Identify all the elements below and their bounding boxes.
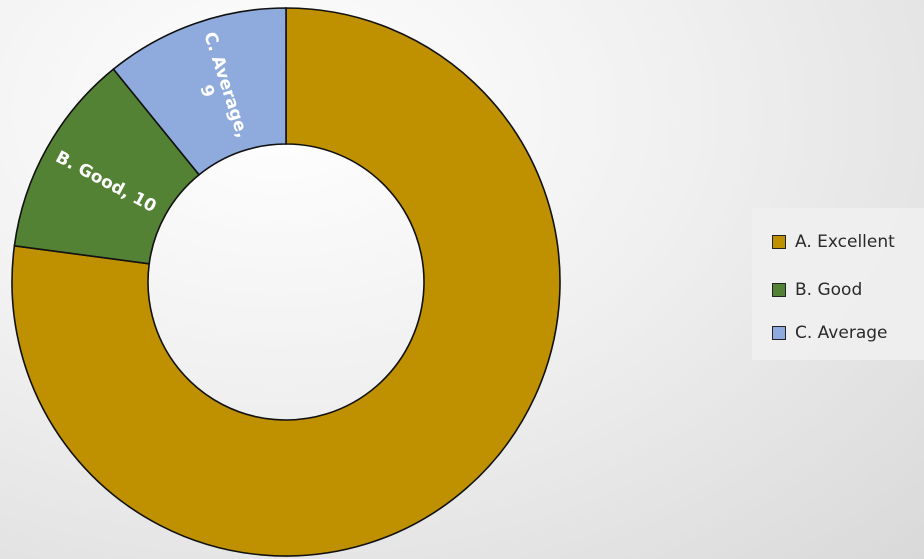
legend-swatch-good bbox=[772, 283, 786, 297]
legend-swatch-average bbox=[772, 326, 786, 340]
legend-item-good: B. Good bbox=[752, 278, 862, 302]
chart-legend: A. Excellent B. Good C. Average bbox=[752, 208, 924, 360]
legend-label-average: C. Average bbox=[795, 323, 888, 343]
slice-excellent bbox=[11, 7, 561, 557]
legend-item-average: C. Average bbox=[752, 321, 888, 345]
legend-swatch-excellent bbox=[772, 235, 786, 249]
legend-label-excellent: A. Excellent bbox=[795, 232, 895, 252]
slice-good bbox=[13, 68, 201, 265]
legend-item-excellent: A. Excellent bbox=[752, 230, 895, 254]
slice-average bbox=[112, 7, 287, 176]
legend-label-good: B. Good bbox=[795, 280, 863, 300]
